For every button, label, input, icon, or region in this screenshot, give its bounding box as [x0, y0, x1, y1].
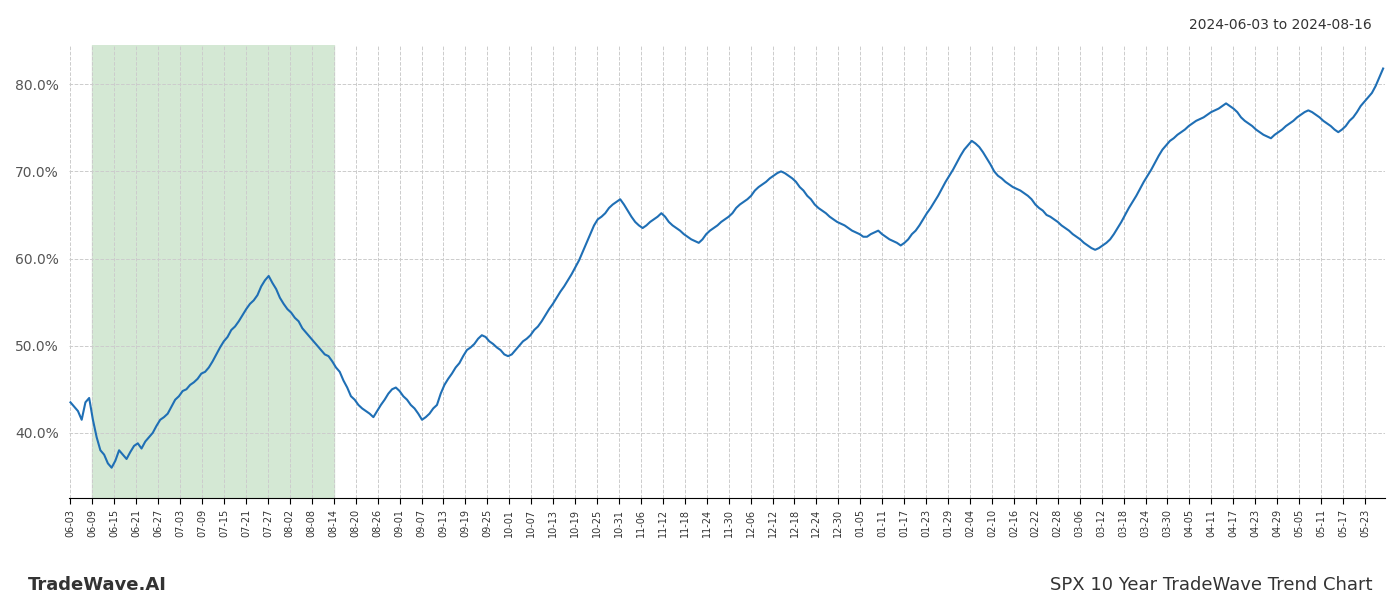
Bar — [92, 45, 333, 498]
Text: SPX 10 Year TradeWave Trend Chart: SPX 10 Year TradeWave Trend Chart — [1050, 576, 1372, 594]
Text: 2024-06-03 to 2024-08-16: 2024-06-03 to 2024-08-16 — [1189, 18, 1372, 32]
Text: TradeWave.AI: TradeWave.AI — [28, 576, 167, 594]
